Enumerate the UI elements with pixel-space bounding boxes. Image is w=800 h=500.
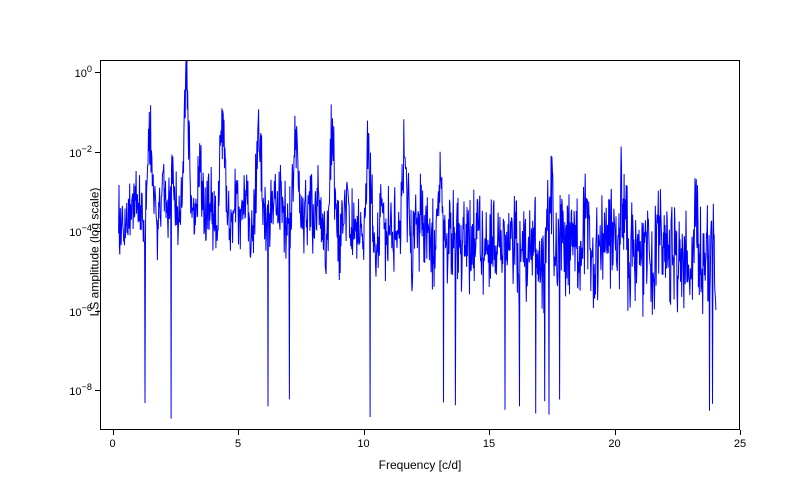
y-tick-label: 10−2 [56, 144, 92, 160]
y-tick-label: 10−8 [56, 382, 92, 398]
y-tick-mark [95, 152, 100, 153]
x-tick-mark [489, 430, 490, 435]
x-tick-label: 10 [357, 438, 369, 450]
x-tick-label: 20 [608, 438, 620, 450]
figure: 0510152025 10−810−610−410−2100 Frequency… [0, 0, 800, 500]
x-tick-mark [740, 430, 741, 435]
plot-area [100, 60, 740, 430]
x-tick-label: 0 [109, 438, 115, 450]
y-tick-mark [95, 72, 100, 73]
x-tick-label: 5 [235, 438, 241, 450]
x-tick-mark [238, 430, 239, 435]
periodogram-line [101, 61, 741, 431]
x-tick-label: 15 [483, 438, 495, 450]
y-tick-mark [95, 390, 100, 391]
x-tick-mark [113, 430, 114, 435]
y-axis-label: LS amplitude (log scale) [87, 188, 101, 317]
x-tick-mark [364, 430, 365, 435]
x-axis-label: Frequency [c/d] [379, 458, 462, 472]
y-tick-label: 100 [56, 64, 92, 80]
x-tick-label: 25 [734, 438, 746, 450]
x-tick-mark [615, 430, 616, 435]
spectrum-path [119, 61, 716, 419]
